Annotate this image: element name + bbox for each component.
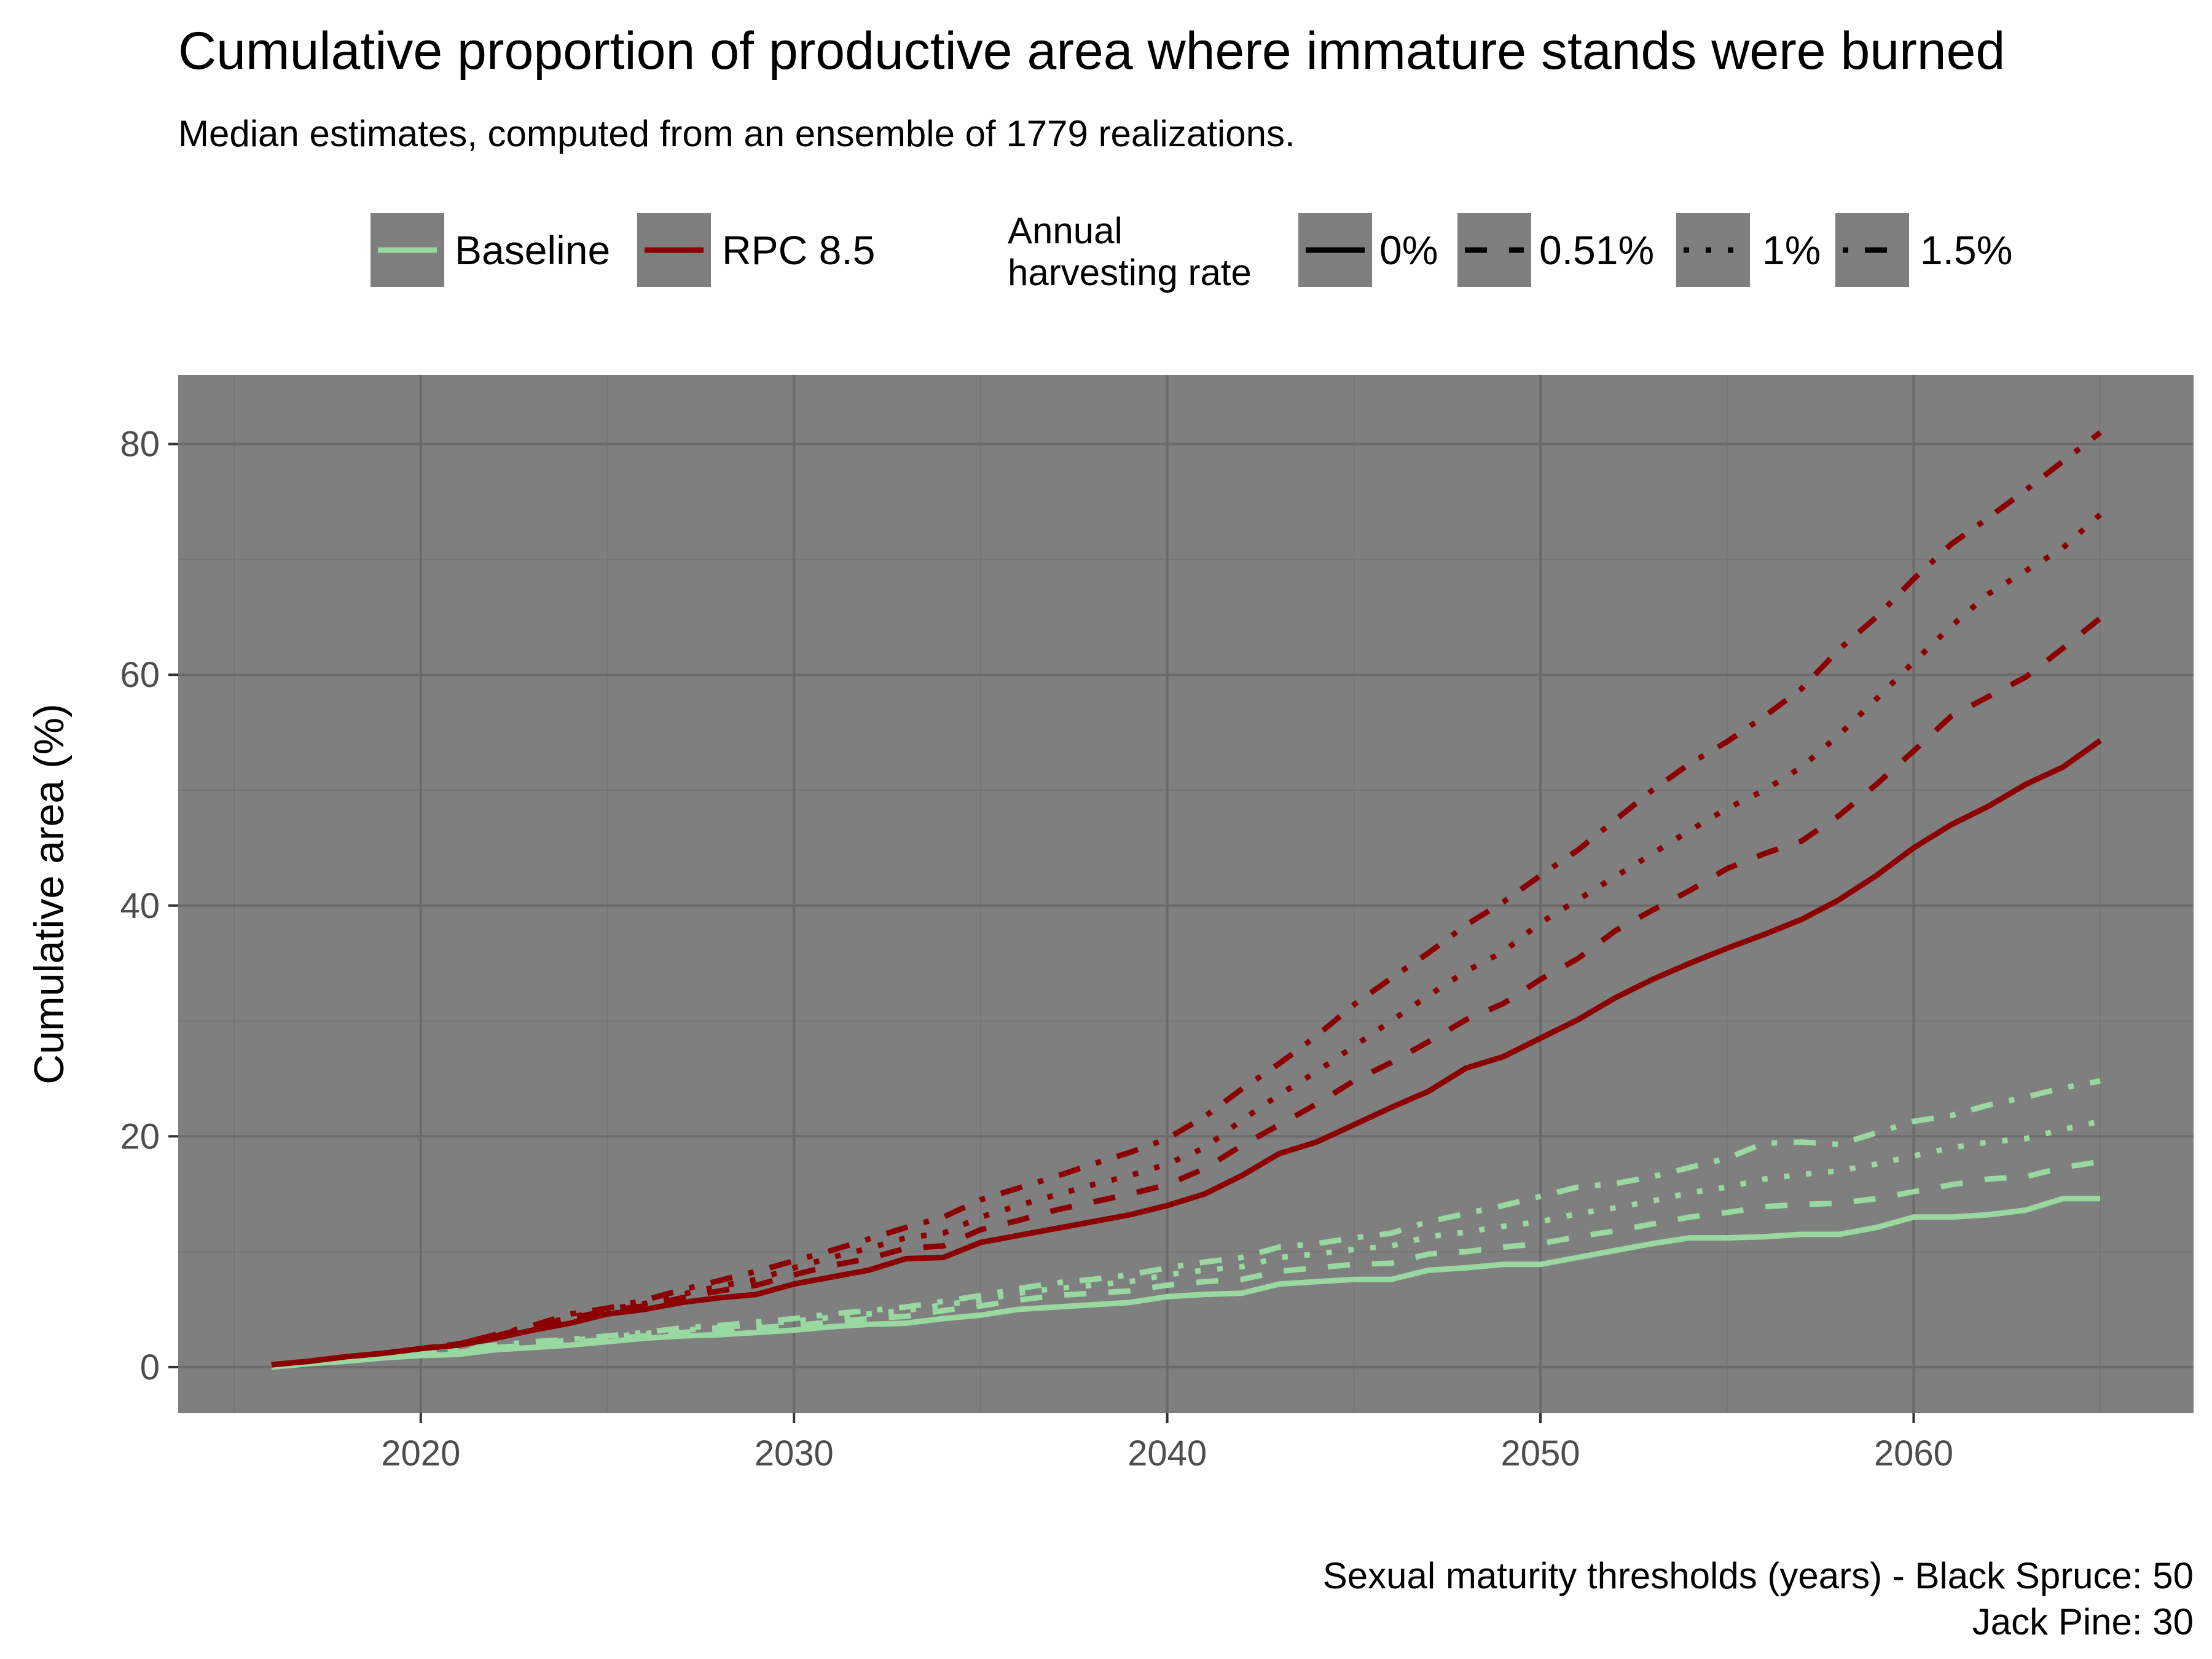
caption-line1: Sexual maturity thresholds (years) - Bla… <box>1323 1555 2194 1596</box>
grid-major <box>178 375 2194 1413</box>
legend-label-rate-051: 0.51% <box>1539 227 1654 273</box>
chart-subtitle: Median estimates, computed from an ensem… <box>178 113 1295 154</box>
caption-line2: Jack Pine: 30 <box>1972 1601 2194 1642</box>
x-tick-label: 2040 <box>1128 1433 1207 1473</box>
series-layer <box>271 430 2103 1370</box>
y-tick-label: 60 <box>120 655 160 695</box>
legend-label-rate-15: 1.5% <box>1920 227 2012 273</box>
x-tick-label: 2060 <box>1874 1433 1953 1473</box>
legend-rate-title-line1: Annual <box>1008 210 1123 251</box>
plot-panel <box>178 375 2194 1413</box>
legend-rate-title-line2: harvesting rate <box>1008 252 1252 293</box>
legend-label-rate-1: 1% <box>1762 227 1821 273</box>
series-rpc85-rate-15 <box>271 430 2102 1368</box>
legend-rate: Annual harvesting rate 0% 0.51% 1% 1.5% <box>1008 210 2012 293</box>
y-tick-label: 20 <box>120 1116 160 1156</box>
series-rpc85-rate-051 <box>271 616 2102 1368</box>
series-baseline-rate-15 <box>271 1078 2101 1370</box>
y-axis-title: Cumulative area (%) <box>26 704 73 1084</box>
x-tick-label: 2050 <box>1501 1433 1580 1473</box>
y-tick-label: 0 <box>140 1347 160 1387</box>
y-axis-ticks: 0 20 40 60 80 <box>120 425 178 1387</box>
x-tick-label: 2030 <box>755 1433 834 1473</box>
series-rpc85-rate-0 <box>271 738 2102 1368</box>
legend-label-rate-0: 0% <box>1379 227 1438 273</box>
grid-minor <box>178 375 2194 1413</box>
x-axis-ticks: 2020 2030 2040 2050 2060 <box>381 1413 1953 1473</box>
y-tick-label: 40 <box>120 886 160 926</box>
series-baseline-rate-0 <box>271 1196 2101 1370</box>
legend-label-baseline: Baseline <box>455 227 610 273</box>
legend-label-rpc: RPC 8.5 <box>722 227 875 273</box>
series-rpc85-rate-1 <box>271 512 2103 1368</box>
x-tick-label: 2020 <box>381 1433 460 1473</box>
chart-title: Cumulative proportion of productive area… <box>178 22 2005 80</box>
y-tick-label: 80 <box>120 425 160 465</box>
legend-scenario: Baseline RPC 8.5 <box>371 213 875 287</box>
